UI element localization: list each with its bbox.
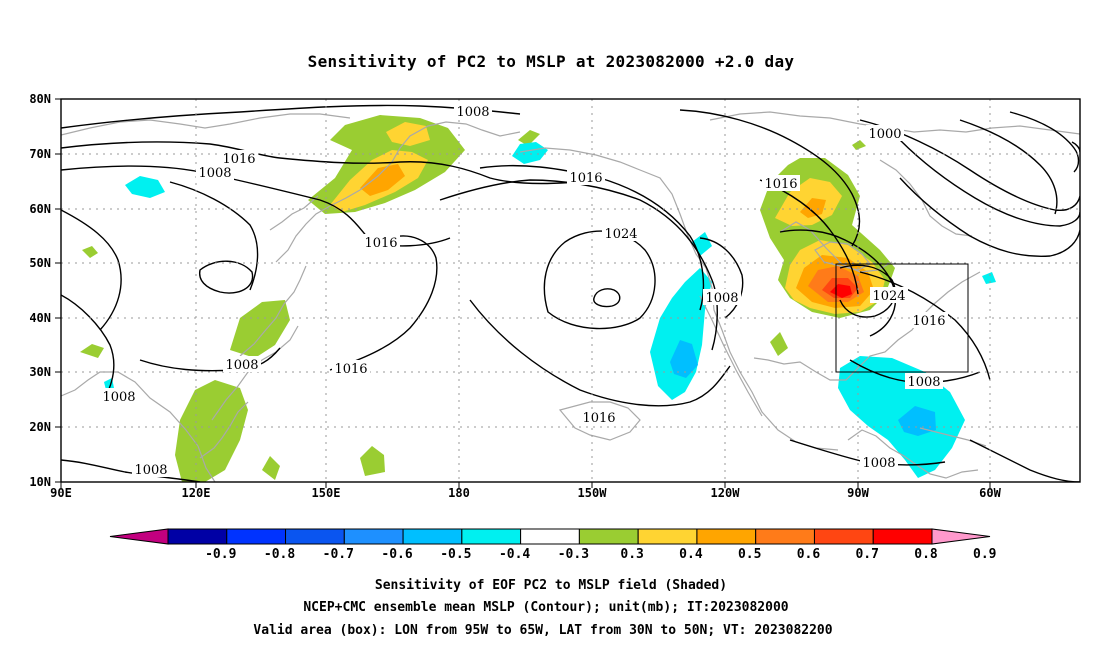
colorbar-swatch	[402, 528, 463, 545]
colorbar-label: -0.5	[440, 547, 471, 562]
colorbar-swatch	[813, 528, 874, 545]
isobar-label: 1008	[456, 105, 489, 120]
isobar-label: 1024	[872, 289, 905, 304]
figure-title: Sensitivity of PC2 to MSLP at 2023082000…	[308, 52, 795, 71]
colorbar-swatch	[520, 528, 580, 545]
colorbar-label: 0.3	[620, 547, 643, 562]
lon-label: 150E	[312, 486, 341, 500]
colorbar-label: -0.7	[323, 547, 354, 562]
isobar-label: 1008	[134, 463, 167, 478]
colorbar-label: 0.8	[914, 547, 938, 562]
lat-label: 10N	[29, 475, 51, 489]
isobar-label: 1008	[705, 291, 738, 306]
isobar-label: 1016	[569, 171, 602, 186]
lon-label: 150W	[578, 486, 608, 500]
colorbar-label: -0.4	[499, 547, 530, 562]
colorbar-swatch	[696, 528, 757, 545]
isobar-label: 1016	[764, 177, 797, 192]
isobar-label: 1016	[334, 362, 367, 377]
isobar-label: 1016	[364, 236, 397, 251]
colorbar-label: -0.3	[558, 547, 589, 562]
caption-line-2: NCEP+CMC ensemble mean MSLP (Contour); u…	[303, 600, 788, 615]
lat-label: 20N	[29, 420, 51, 434]
isobar-label: 1008	[907, 375, 940, 390]
lat-label: 40N	[29, 311, 51, 325]
caption-line-3: Valid area (box): LON from 95W to 65W, L…	[253, 623, 832, 638]
colorbar-swatch	[343, 528, 404, 545]
lon-label: 60W	[979, 486, 1001, 500]
isobar-label: 1008	[225, 358, 258, 373]
isobar-label: 1016	[222, 152, 255, 167]
isobar-label: 1008	[862, 456, 895, 471]
colorbar-swatch	[872, 528, 933, 545]
lat-label: 80N	[29, 92, 51, 106]
colorbar-label: 0.7	[855, 547, 878, 562]
isobar-label: 1024	[604, 227, 637, 242]
colorbar-label: 0.9	[973, 547, 996, 562]
colorbar-swatch	[461, 528, 522, 545]
isobar-label: 1000	[868, 127, 901, 142]
longitude-labels: 90E 120E 150E 180 150W 120W 90W 60W	[50, 486, 1001, 500]
colorbar-swatch	[637, 528, 698, 545]
colorbar-swatch	[755, 528, 815, 545]
strong-sensitivity-shading	[330, 122, 885, 314]
colorbar-over-triangle	[931, 528, 991, 545]
lat-label: 60N	[29, 202, 51, 216]
caption-line-1: Sensitivity of EOF PC2 to MSLP field (Sh…	[375, 578, 727, 593]
colorbar-label: 0.6	[797, 547, 821, 562]
colorbar-labels: -0.9 -0.8 -0.7 -0.6 -0.5 -0.4 -0.3 0.3 0.4 0.5 0.6…	[205, 547, 996, 562]
lat-label: 30N	[29, 365, 51, 379]
isobar-label: 1008	[198, 166, 231, 181]
lon-label: 180	[448, 486, 470, 500]
mslp-isobars	[61, 104, 1080, 482]
colorbar	[109, 528, 991, 545]
lon-label: 90E	[50, 486, 72, 500]
latitude-labels: 80N 70N 60N 50N 40N 30N 20N 10N	[29, 92, 51, 489]
colorbar-under-triangle	[109, 528, 169, 545]
colorbar-swatch	[226, 528, 287, 545]
lat-label: 70N	[29, 147, 51, 161]
lon-label: 120W	[711, 486, 741, 500]
valid-area-box	[835, 263, 969, 373]
isobar-label: 1016	[912, 314, 945, 329]
lat-label: 50N	[29, 256, 51, 270]
colorbar-label: -0.9	[205, 547, 236, 562]
colorbar-label: 0.4	[679, 547, 703, 562]
colorbar-label: -0.8	[264, 547, 295, 562]
lon-label: 120E	[182, 486, 211, 500]
colorbar-label: 0.5	[738, 547, 761, 562]
isobar-label: 1016	[582, 411, 615, 426]
colorbar-swatch	[167, 528, 228, 545]
isobar-label: 1008	[102, 390, 135, 405]
colorbar-label: -0.6	[381, 547, 412, 562]
axis-ticks	[55, 98, 991, 488]
colorbar-swatch	[578, 528, 639, 545]
colorbar-swatch	[285, 528, 345, 545]
lon-label: 90W	[847, 486, 869, 500]
map-frame	[60, 98, 1081, 483]
